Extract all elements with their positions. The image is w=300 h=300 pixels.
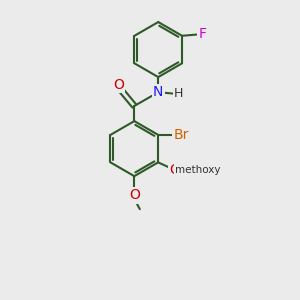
Text: O: O [113,77,124,92]
Text: F: F [199,27,207,41]
Text: N: N [153,85,164,99]
Text: O: O [169,163,180,177]
Text: Br: Br [174,128,189,142]
Text: O: O [129,188,140,203]
Text: methoxy: methoxy [175,165,220,175]
Text: H: H [174,87,184,100]
